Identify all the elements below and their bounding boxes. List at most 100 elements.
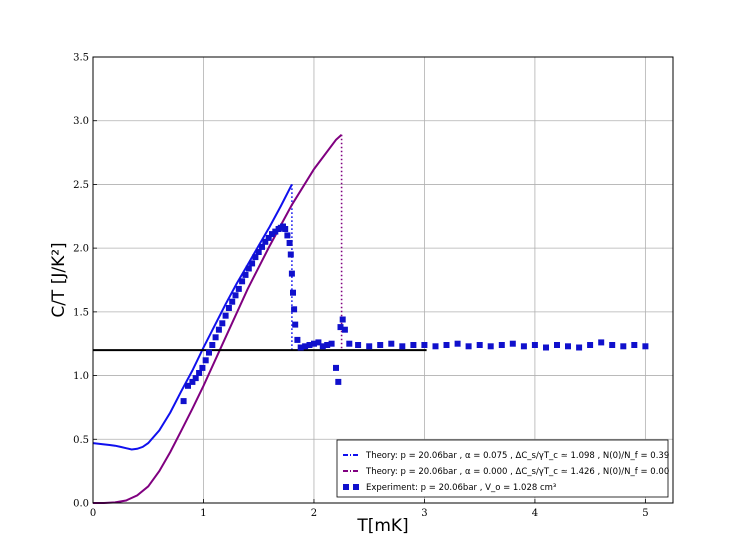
data-point xyxy=(421,342,428,348)
data-point xyxy=(242,271,249,278)
data-point xyxy=(609,342,616,348)
y-tick-label: 1.5 xyxy=(73,307,89,318)
data-point xyxy=(476,342,483,348)
data-point xyxy=(337,324,344,331)
data-point xyxy=(297,344,304,351)
x-tick-label: 2 xyxy=(311,508,317,519)
data-point xyxy=(328,340,335,347)
legend: Theory: p = 20.06bar , α = 0.075 , ΔC_s/… xyxy=(336,439,669,498)
data-point xyxy=(319,343,326,350)
data-point xyxy=(315,339,322,346)
data-point xyxy=(215,326,222,333)
legend-marker-experiment-a xyxy=(343,484,349,490)
data-point xyxy=(410,342,417,348)
data-point xyxy=(249,260,256,267)
y-tick-label: 3.5 xyxy=(73,53,89,64)
tick-labels: 0 1 2 3 4 5 0.0 0.5 1.0 1.5 2.0 2.5 3.0 3.5 xyxy=(73,53,648,520)
x-axis-label: T[mK] xyxy=(356,516,408,536)
y-tick-label: 3.0 xyxy=(73,116,89,127)
data-point xyxy=(620,343,627,350)
data-point xyxy=(284,232,291,239)
data-point xyxy=(209,342,216,348)
experiment-points xyxy=(180,223,649,405)
data-point xyxy=(192,375,199,382)
data-point xyxy=(399,343,406,350)
data-point xyxy=(212,334,219,341)
data-point xyxy=(245,265,252,272)
data-point xyxy=(642,343,649,350)
series-line xyxy=(93,133,343,504)
y-axis-label: C/T [J/K²] xyxy=(49,242,69,317)
data-point xyxy=(465,343,472,350)
data-point xyxy=(294,336,301,343)
data-point xyxy=(631,342,638,348)
data-point xyxy=(222,312,229,319)
data-point xyxy=(290,289,296,296)
data-point xyxy=(199,364,206,371)
legend-marker-experiment-b xyxy=(353,484,359,490)
x-tick-label: 5 xyxy=(642,508,648,519)
data-point xyxy=(189,378,196,385)
data-point xyxy=(239,278,246,285)
data-point xyxy=(432,343,439,350)
data-point xyxy=(587,342,594,348)
data-point xyxy=(388,340,395,347)
data-point xyxy=(333,364,339,371)
legend-label-experiment: Experiment: p = 20.06bar , V_o = 1.028 c… xyxy=(366,483,556,493)
plot-frame xyxy=(92,56,674,504)
data-point xyxy=(288,270,295,277)
y-tick-label: 2.5 xyxy=(73,180,89,191)
data-point xyxy=(576,344,583,351)
y-tick-label: 1.0 xyxy=(73,371,89,382)
data-point xyxy=(219,320,226,327)
x-tick-label: 3 xyxy=(421,508,427,519)
data-point xyxy=(565,343,571,350)
data-point xyxy=(282,226,289,232)
data-point xyxy=(302,343,309,350)
data-point xyxy=(531,342,538,348)
data-point xyxy=(306,342,313,348)
data-point xyxy=(292,321,299,328)
data-point xyxy=(598,339,605,346)
data-point xyxy=(291,306,298,313)
data-point xyxy=(202,357,209,364)
data-point xyxy=(269,231,275,238)
data-point xyxy=(366,343,373,350)
data-point xyxy=(272,228,279,235)
data-point xyxy=(543,344,549,351)
data-point xyxy=(443,342,450,348)
data-point xyxy=(487,343,494,350)
data-point xyxy=(255,249,262,255)
data-point xyxy=(286,240,293,246)
x-tick-label: 1 xyxy=(200,508,206,519)
data-point xyxy=(311,340,317,347)
data-point xyxy=(346,340,353,347)
data-point xyxy=(232,292,239,299)
x-tick-label: 4 xyxy=(532,508,538,519)
data-point xyxy=(229,298,236,305)
legend-label-purple: Theory: p = 20.06bar , α = 0.000 , ΔC_s/… xyxy=(365,467,669,477)
y-tick-label: 0.0 xyxy=(73,499,89,510)
data-point xyxy=(259,243,265,250)
data-point xyxy=(235,285,242,292)
data-point xyxy=(554,342,560,348)
data-point xyxy=(206,349,212,356)
data-point xyxy=(355,342,362,348)
data-point xyxy=(225,305,232,311)
data-point xyxy=(454,340,461,347)
data-point xyxy=(509,340,516,347)
y-tick-label: 0.5 xyxy=(73,435,89,446)
y-tick-label: 2.0 xyxy=(73,244,89,255)
data-point xyxy=(324,342,331,348)
data-point xyxy=(262,238,269,245)
data-point xyxy=(341,326,348,333)
data-point xyxy=(252,254,259,261)
data-point xyxy=(287,251,294,258)
data-point xyxy=(180,398,187,405)
data-point xyxy=(185,382,191,389)
legend-box xyxy=(336,439,669,498)
data-point xyxy=(335,378,342,385)
data-point xyxy=(377,342,384,348)
plot-background xyxy=(93,57,673,503)
